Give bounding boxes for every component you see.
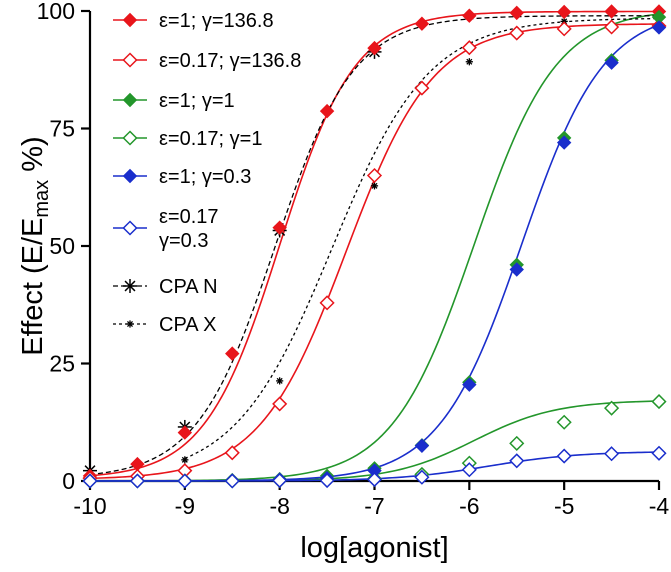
x-tick-label: -9 [175, 493, 195, 519]
legend-label: CPA N [159, 276, 218, 298]
legend-label: ε=0.17 [159, 206, 219, 228]
legend-label: ε=1; γ=1 [159, 90, 235, 112]
x-tick-label: -4 [649, 493, 670, 519]
y-axis-title-sub: max [31, 180, 53, 218]
data-point [510, 437, 523, 450]
data-point [226, 475, 239, 488]
legend: ε=1; γ=136.8 ε=0.17; γ=136.8 ε=1; γ=1 ε=0.1… [113, 10, 301, 336]
y-tick-label: 0 [62, 468, 75, 494]
legend-label: γ=0.3 [159, 230, 208, 252]
chart: -10 -9 -8 -7 -6 -5 -40255075100 ε=1; γ=136.8ε=… [0, 0, 671, 572]
data-point [510, 454, 523, 467]
data-point [226, 446, 239, 459]
data-point [181, 456, 188, 463]
x-tick-label: -7 [364, 493, 384, 519]
y-tick-label: 50 [49, 233, 75, 259]
data-point [653, 395, 666, 408]
x-tick-label: -5 [554, 493, 574, 519]
data-point [226, 347, 239, 360]
data-point [558, 416, 571, 429]
legend-marker [124, 170, 137, 183]
axes: -10 -9 -8 -7 -6 -5 -4 0 25 50 75 100 [37, 0, 670, 519]
y-tick-label: 25 [49, 351, 75, 377]
legend-label: CPA X [159, 314, 216, 336]
data-point [415, 439, 428, 452]
x-axis-title: log[agonist] [300, 532, 448, 564]
legend-label: ε=0.17; γ=1 [159, 128, 262, 150]
y-axis-title: Effect (E/Emax %) [17, 136, 53, 355]
data-point [415, 82, 428, 95]
legend-marker [124, 54, 137, 67]
legend-marker [124, 222, 137, 235]
y-tick-label: 100 [37, 0, 75, 24]
x-tick-label: -6 [459, 493, 479, 519]
y-axis-title-end: %) [17, 136, 49, 180]
data-point [558, 450, 571, 463]
data-point [653, 447, 666, 460]
data-point [371, 182, 378, 189]
data-point [466, 58, 473, 65]
legend-marker [124, 14, 137, 27]
x-tick-label: -8 [269, 493, 289, 519]
data-point [131, 458, 144, 471]
legend-marker [126, 320, 133, 327]
data-point [605, 447, 618, 460]
data-point [321, 296, 334, 309]
data-point [558, 22, 571, 35]
data-point [178, 475, 191, 488]
data-point [273, 397, 286, 410]
y-axis-title-main: Effect (E/E [17, 218, 49, 356]
legend-marker [124, 94, 137, 107]
data-point [368, 169, 381, 182]
data-point [276, 377, 283, 384]
legend-marker [123, 279, 137, 293]
data-point [178, 426, 191, 439]
legend-label: ε=1; γ=136.8 [159, 10, 274, 32]
data-point [653, 21, 666, 34]
legend-marker [124, 132, 137, 145]
data-point [368, 42, 381, 55]
legend-label: ε=0.17; γ=136.8 [159, 50, 301, 72]
legend-label: ε=1; γ=0.3 [159, 166, 251, 188]
data-point [463, 9, 476, 22]
y-tick-label: 75 [49, 116, 75, 142]
x-tick-label: -10 [73, 493, 106, 519]
